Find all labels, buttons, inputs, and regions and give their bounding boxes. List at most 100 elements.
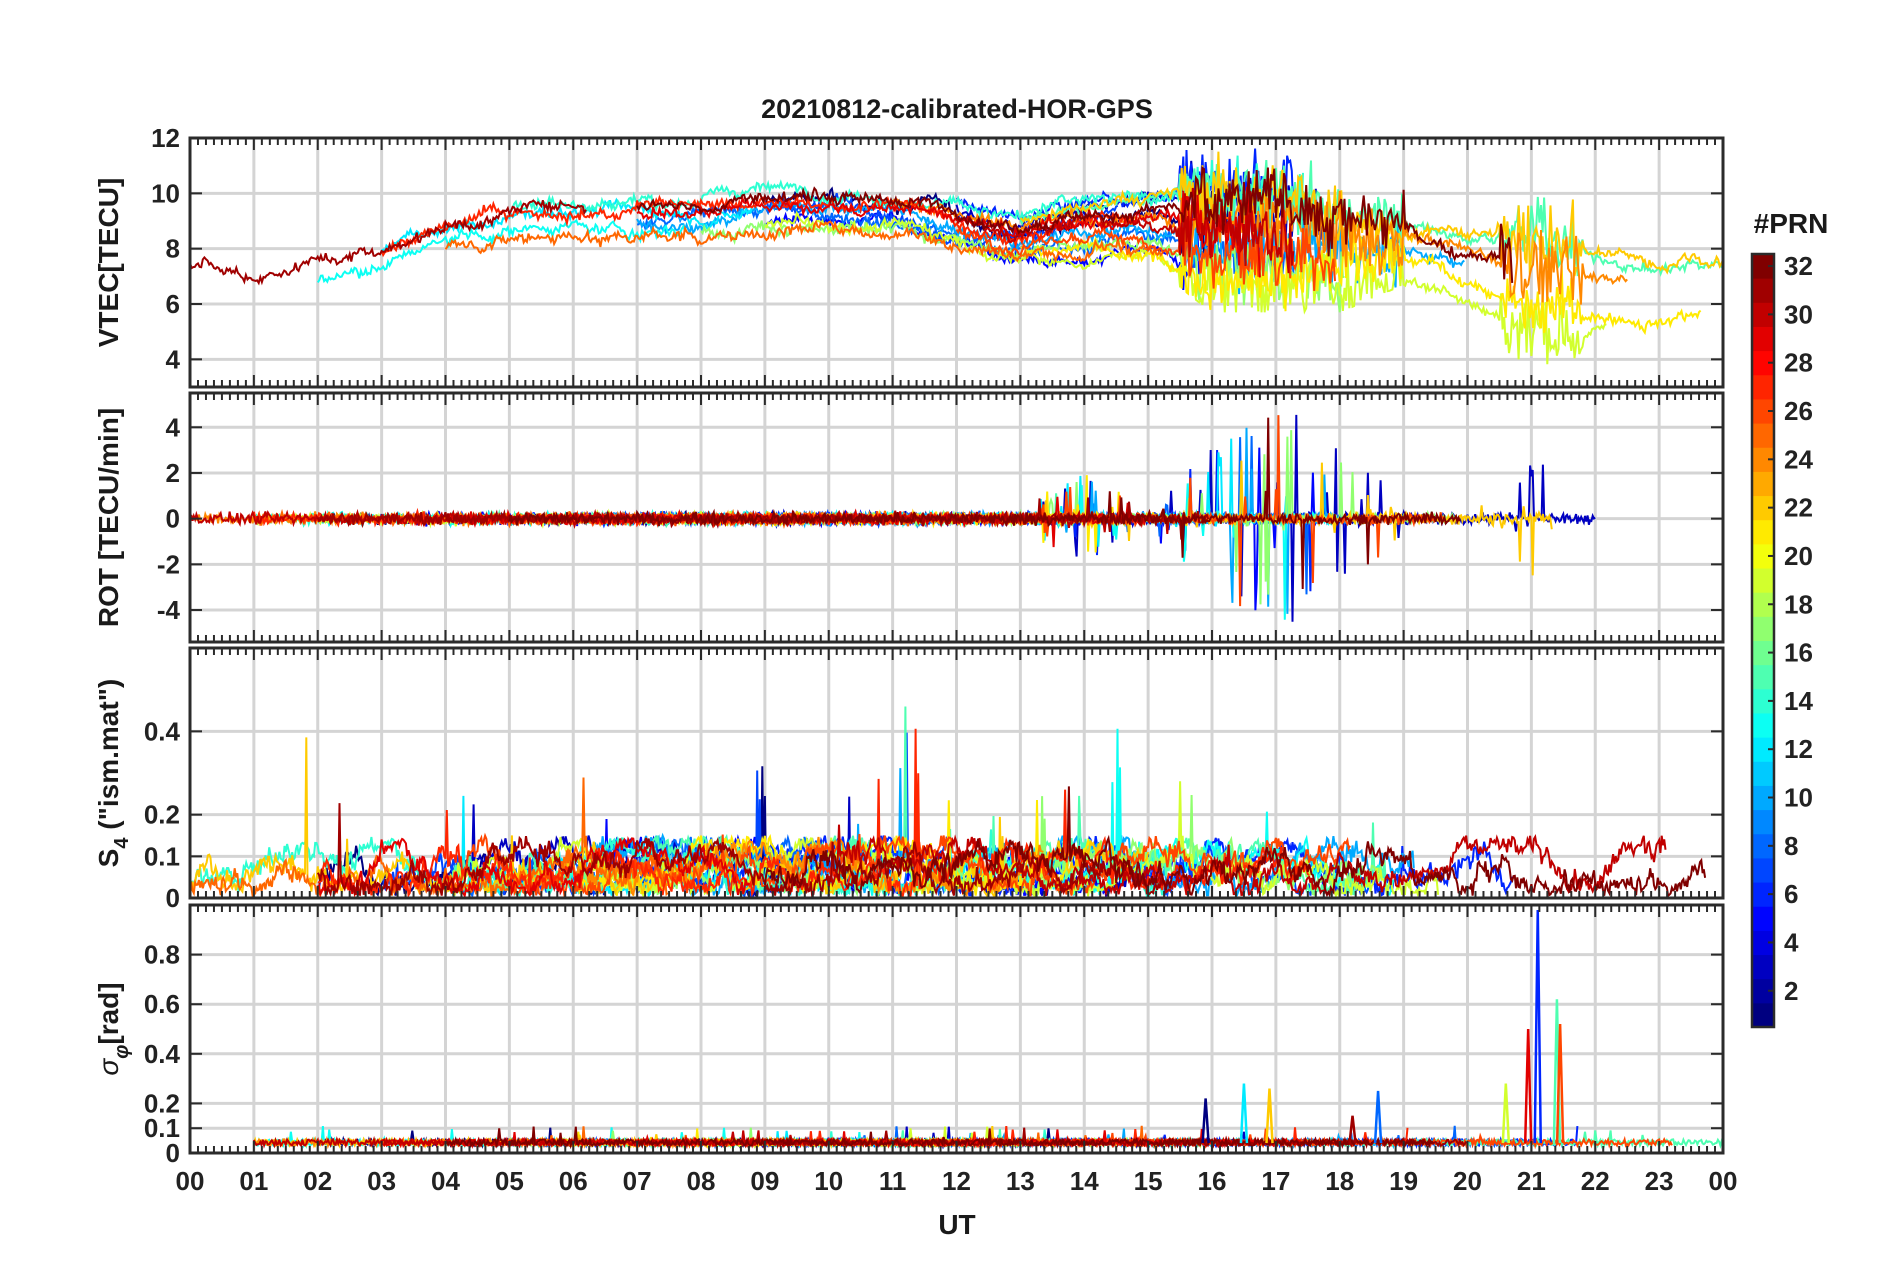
y-tick-label: 12 — [151, 123, 180, 153]
colorbar-segment — [1752, 785, 1774, 811]
x-tick-label: 09 — [750, 1166, 779, 1196]
series-prn-29 — [317, 836, 751, 898]
x-tick-label: 18 — [1325, 1166, 1354, 1196]
x-tick-label: 23 — [1645, 1166, 1674, 1196]
series-prn-32 — [636, 166, 1514, 283]
y-axis-label: S4 ("ism.mat") — [93, 679, 133, 868]
colorbar-segment — [1752, 833, 1774, 859]
x-tick-label: 19 — [1389, 1166, 1418, 1196]
y-tick-label: 0.4 — [144, 716, 181, 746]
colorbar-segment — [1752, 857, 1774, 883]
colorbar-tick-label: 14 — [1784, 686, 1813, 716]
colorbar-tick-label: 8 — [1784, 831, 1798, 861]
x-tick-label: 08 — [687, 1166, 716, 1196]
panel-3: 0 0.1 0.2 0.4 S4 ("ism.mat") — [93, 646, 1725, 913]
y-axis-label: σφ[rad] — [93, 982, 133, 1075]
colorbar-tick-label: 16 — [1784, 638, 1813, 668]
colorbar-tick-label: 22 — [1784, 493, 1813, 523]
x-tick-label: 02 — [303, 1166, 332, 1196]
colorbar-tick-label: 4 — [1784, 927, 1799, 957]
sigma-spike — [1501, 1083, 1511, 1144]
colorbar-segment — [1752, 302, 1774, 327]
colorbar-segment — [1752, 495, 1774, 521]
y-tick-label: 4 — [166, 344, 181, 374]
y-axis-label: VTEC[TECU] — [93, 178, 124, 348]
colorbar-title: #PRN — [1754, 208, 1829, 239]
panel-4: 00.10.2 0.4 0.6 0.8 σφ[rad] — [93, 903, 1725, 1168]
x-axis-label: UT — [938, 1209, 975, 1240]
colorbar-segment — [1752, 978, 1774, 1004]
x-tick-label: 06 — [559, 1166, 588, 1196]
y-tick-label: 6 — [166, 289, 180, 319]
panel-1: 4 6 8 10 12 VTEC[TECU] — [93, 123, 1725, 389]
x-tick-label: 22 — [1581, 1166, 1610, 1196]
colorbar-segment — [1752, 447, 1774, 472]
colorbar-segment — [1752, 640, 1774, 666]
y-tick-label: 4 — [166, 412, 181, 442]
colorbar-segment — [1752, 664, 1774, 690]
y-tick-label: 10 — [151, 178, 180, 208]
series-prn-21 — [1020, 219, 1702, 336]
colorbar-segment — [1752, 519, 1774, 545]
y-tick-label: -4 — [157, 595, 181, 625]
x-tick-label: 15 — [1134, 1166, 1163, 1196]
series-prn-30 — [827, 824, 1667, 897]
sigma-spike — [1523, 1028, 1533, 1144]
colorbar-segment — [1752, 712, 1774, 738]
x-tick-label: 11 — [879, 1166, 907, 1196]
colorbar-segment — [1752, 568, 1774, 593]
y-tick-label: 0 — [166, 1138, 180, 1168]
series-prn-32 — [508, 417, 1461, 590]
x-tick-label: 12 — [942, 1166, 971, 1196]
y-tick-label: 0.2 — [144, 1088, 180, 1118]
x-tick-label: 00 — [1709, 1166, 1738, 1196]
y-tick-label: 8 — [166, 234, 180, 264]
sigma-spike — [1533, 909, 1543, 1144]
series-prn-32 — [445, 1126, 1434, 1150]
series-prn-13 — [316, 218, 686, 284]
colorbar-segment — [1752, 688, 1774, 714]
x-tick-label: 17 — [1261, 1166, 1290, 1196]
colorbar-tick-label: 30 — [1784, 299, 1813, 329]
colorbar-tick-label: 26 — [1784, 396, 1813, 426]
colorbar-segment — [1752, 616, 1774, 641]
sigma-spike — [1555, 1024, 1565, 1144]
sigma-spike — [1201, 1098, 1210, 1144]
colorbar-tick-label: 32 — [1784, 251, 1813, 281]
x-tick-label: 20 — [1453, 1166, 1482, 1196]
x-tick-label: 21 — [1517, 1166, 1546, 1196]
series-prn-30 — [955, 187, 1295, 274]
series-prn-29 — [636, 186, 1261, 278]
series-prn-32 — [763, 786, 1707, 898]
colorbar-segment — [1752, 278, 1774, 303]
colorbar-segment — [1752, 374, 1774, 400]
y-tick-label: -2 — [157, 549, 180, 579]
x-tick-label: 04 — [431, 1166, 460, 1196]
panel-2: -4 -2 0 2 4 ROT [TECU/min] — [93, 391, 1725, 644]
series-group — [190, 414, 1596, 622]
x-tick-label: 13 — [1006, 1166, 1035, 1196]
x-tick-label: 01 — [239, 1166, 268, 1196]
colorbar-segment — [1752, 761, 1774, 786]
colorbar-segment — [1752, 592, 1774, 617]
series-group — [190, 148, 1723, 365]
colorbar-segment — [1752, 930, 1774, 956]
series-prn-31 — [316, 803, 1166, 898]
y-tick-label: 0.2 — [144, 800, 180, 830]
colorbar-segment — [1752, 398, 1774, 424]
colorbar-segment — [1752, 350, 1774, 376]
sigma-spike — [1239, 1083, 1249, 1144]
colorbar-frame — [1750, 252, 1776, 1029]
y-tick-label: 0.6 — [144, 989, 180, 1019]
series-group — [190, 706, 1707, 898]
x-tick-label: 14 — [1070, 1166, 1099, 1196]
series-prn-25 — [444, 219, 1164, 264]
colorbar-segment — [1752, 906, 1774, 931]
colorbar-segment — [1752, 254, 1774, 279]
colorbar-segment — [1752, 326, 1774, 352]
series-prn-31 — [190, 198, 587, 286]
chart-title: 20210812-calibrated-HOR-GPS — [761, 94, 1153, 124]
colorbar-segment — [1752, 882, 1774, 907]
sigma-spike — [1265, 1088, 1274, 1144]
